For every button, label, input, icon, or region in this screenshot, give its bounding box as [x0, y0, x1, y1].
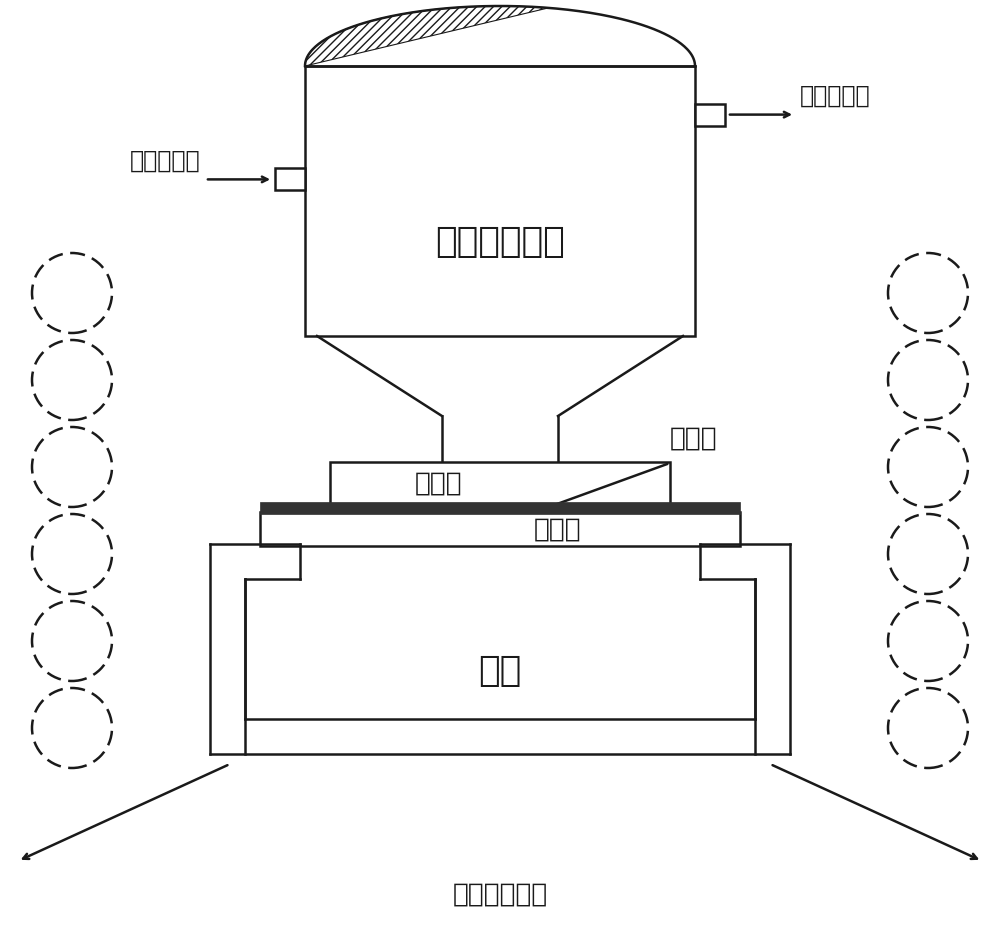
Text: 冷却水进口: 冷却水进口	[129, 148, 200, 172]
Text: 中间层: 中间层	[670, 426, 718, 451]
Bar	[305, 67, 695, 337]
Text: 冷却水出口: 冷却水出口	[800, 83, 871, 108]
Text: 感应加热线圈: 感应加热线圈	[452, 881, 548, 907]
Text: 镛合金: 镛合金	[534, 517, 581, 543]
Bar	[695, 105, 725, 126]
Circle shape	[888, 515, 968, 594]
Circle shape	[888, 341, 968, 420]
Text: 镛合金: 镛合金	[415, 471, 463, 496]
Bar	[330, 462, 670, 505]
Circle shape	[888, 601, 968, 681]
Bar	[275, 169, 305, 191]
Text: 超声波工具头: 超声波工具头	[435, 226, 565, 259]
Circle shape	[32, 341, 112, 420]
Polygon shape	[305, 7, 548, 67]
Circle shape	[32, 601, 112, 681]
Circle shape	[32, 515, 112, 594]
Circle shape	[888, 254, 968, 333]
Text: 夹具: 夹具	[478, 653, 522, 687]
Circle shape	[32, 688, 112, 768]
Circle shape	[888, 688, 968, 768]
Circle shape	[32, 428, 112, 507]
Bar	[260, 512, 740, 547]
Circle shape	[888, 428, 968, 507]
Circle shape	[32, 254, 112, 333]
Bar	[260, 503, 740, 515]
